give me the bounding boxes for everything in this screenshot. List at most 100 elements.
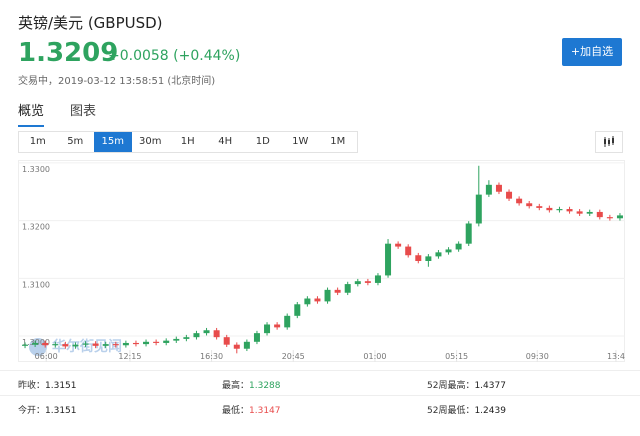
candle-body xyxy=(556,209,563,211)
watermark-logo xyxy=(29,338,47,356)
candle-body xyxy=(112,344,119,346)
stat-value: 1.3151 xyxy=(45,381,77,391)
interval-button[interactable]: 4H xyxy=(218,136,233,147)
stat: 52周最高：1.4377 xyxy=(427,378,506,391)
candle-body xyxy=(425,256,432,261)
candle-body xyxy=(284,315,291,328)
candle-body xyxy=(294,304,301,316)
stat-label: 52周最低： xyxy=(427,406,475,416)
candle-body xyxy=(102,344,109,346)
candle-body xyxy=(566,209,573,212)
interval-button[interactable]: 1m xyxy=(29,136,46,147)
stat-value: 1.3151 xyxy=(45,406,77,416)
candle-body xyxy=(62,344,69,347)
candle-body xyxy=(405,246,412,256)
candle-body xyxy=(475,194,482,224)
candle-body xyxy=(344,284,351,293)
candle-body xyxy=(264,324,271,334)
candle-body xyxy=(314,298,321,302)
x-tick-label: 12:15 xyxy=(118,352,141,361)
candle-body xyxy=(304,298,311,305)
candle-body xyxy=(253,333,260,342)
candle-body xyxy=(243,341,250,349)
candle-body xyxy=(132,342,139,345)
candle-body xyxy=(354,281,361,285)
candle-body xyxy=(485,184,492,195)
candle-body xyxy=(435,252,442,257)
interval-button[interactable]: 5m xyxy=(67,136,84,147)
stat-label: 今开： xyxy=(18,406,46,416)
stat: 最高：1.3288 xyxy=(222,378,281,391)
candle-body xyxy=(153,341,160,343)
stat: 今开：1.3151 xyxy=(18,403,77,416)
stat-label: 52周最高： xyxy=(427,381,475,391)
candle-body xyxy=(526,203,533,207)
candle-body xyxy=(223,337,230,345)
y-tick-label: 1.3300 xyxy=(22,165,50,174)
stat: 52周最低：1.2439 xyxy=(427,403,506,416)
y-tick-label: 1.3000 xyxy=(22,338,50,347)
chart: 华尔街见闻 1.3300 1.3200 1.3100 1.3000 06:00 12:15… xyxy=(18,160,625,362)
interval-button[interactable]: 15m xyxy=(94,132,132,152)
plot-frame xyxy=(18,160,625,362)
candle-body xyxy=(455,243,462,250)
candle-body xyxy=(576,211,583,214)
watermark: 华尔街见闻 xyxy=(29,338,122,356)
candle-icon xyxy=(604,136,614,147)
tab[interactable]: 图表 xyxy=(70,104,97,119)
change: +0.0058 (+0.44%) xyxy=(108,48,241,64)
stat: 最低：1.3147 xyxy=(222,403,281,416)
candle-body xyxy=(506,191,513,199)
x-tick-label: 06:00 xyxy=(35,352,58,361)
interval-button[interactable]: 30m xyxy=(139,136,162,147)
candle-body xyxy=(495,184,502,192)
candle-body xyxy=(606,217,613,219)
candle-body xyxy=(52,344,59,346)
title: 英镑/美元 (GBPUSD) xyxy=(18,14,163,32)
x-tick-label: 05:15 xyxy=(445,352,468,361)
candle-body xyxy=(364,281,371,283)
x-tick-label: 09:30 xyxy=(526,352,549,361)
price: 1.3209 xyxy=(18,38,119,68)
x-tick-label: 13:4 xyxy=(607,352,625,361)
candle-body xyxy=(324,289,331,302)
interval-button[interactable]: 1M xyxy=(330,136,346,147)
candle-body xyxy=(465,223,472,244)
candle-body xyxy=(42,342,49,346)
candle-body xyxy=(274,324,281,328)
stat-value: 1.2439 xyxy=(474,406,506,416)
candle-body xyxy=(193,333,200,338)
stats-row: 今开：1.3151 最低：1.3147 52周最低：1.2439 xyxy=(0,395,640,420)
candle-body xyxy=(183,337,190,339)
stat: 昨收：1.3151 xyxy=(18,378,77,391)
x-tick-label: 20:45 xyxy=(282,352,305,361)
add-watchlist-button[interactable]: +加自选 xyxy=(562,38,622,66)
y-tick-label: 1.3100 xyxy=(22,280,50,289)
candle-body xyxy=(415,255,422,261)
candle-body xyxy=(163,340,170,343)
candle-body xyxy=(72,344,79,347)
candle-body xyxy=(586,211,593,214)
candle-body xyxy=(445,249,452,253)
stat-value: 1.3147 xyxy=(249,406,281,416)
interval-button[interactable]: 1D xyxy=(255,136,270,147)
stat-label: 最高： xyxy=(222,381,250,391)
interval-button[interactable]: 1H xyxy=(180,136,195,147)
candle-body xyxy=(395,243,402,247)
candle-body xyxy=(82,343,89,345)
stats-row: 昨收：1.3151 最高：1.3288 52周最高：1.4377 xyxy=(0,370,640,395)
stat-label: 昨收： xyxy=(18,381,46,391)
x-tick-label: 16:30 xyxy=(200,352,223,361)
candle-body xyxy=(616,215,623,219)
candle-body xyxy=(143,341,150,345)
tabs: 概览 图表 xyxy=(18,100,122,127)
candle-body xyxy=(32,342,39,345)
candle-body xyxy=(596,211,603,218)
tab[interactable]: 概览 xyxy=(18,100,45,127)
chart-type-button[interactable] xyxy=(595,131,623,153)
interval-bar: 1m 5m 15m 30m 1H 4H 1D 1W 1M xyxy=(18,131,358,153)
interval-button[interactable]: 1W xyxy=(292,136,309,147)
candle-body xyxy=(22,344,29,346)
candle-body xyxy=(536,206,543,208)
